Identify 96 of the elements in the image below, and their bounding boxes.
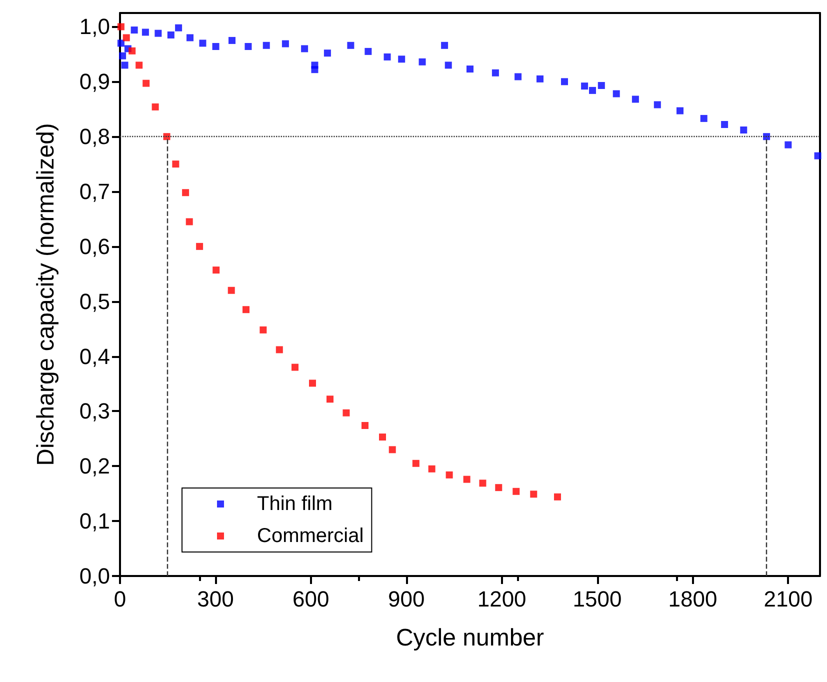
- y-tick-label: 0,6: [79, 234, 110, 259]
- y-tick-label: 0,7: [79, 179, 110, 204]
- point: [309, 380, 316, 387]
- point: [700, 114, 708, 122]
- point: [536, 75, 544, 82]
- point: [561, 78, 568, 86]
- point: [441, 42, 448, 49]
- point: [167, 31, 174, 38]
- legend-label: Commercial: [257, 525, 364, 547]
- point: [212, 266, 220, 274]
- point: [632, 96, 639, 103]
- point: [186, 34, 194, 42]
- point: [342, 409, 350, 416]
- point: [282, 40, 289, 48]
- point: [228, 36, 236, 44]
- point: [384, 53, 391, 60]
- point: [117, 40, 124, 47]
- x-tick-label: 0: [114, 586, 126, 612]
- x-axis-title: Cycle number: [396, 624, 544, 652]
- point: [362, 422, 368, 429]
- point: [119, 52, 126, 60]
- point: [721, 121, 728, 128]
- y-tick-label: 0,9: [79, 69, 110, 94]
- point: [814, 152, 822, 160]
- point: [172, 160, 180, 168]
- point: [242, 306, 250, 314]
- point: [196, 242, 204, 250]
- point: [598, 82, 605, 90]
- point: [128, 47, 136, 54]
- point: [260, 326, 267, 334]
- point: [276, 346, 283, 354]
- point: [412, 460, 420, 467]
- x-tick-label: 900: [388, 586, 425, 612]
- point: [186, 218, 193, 226]
- point: [121, 62, 128, 69]
- point: [292, 364, 298, 371]
- point: [514, 73, 522, 80]
- y-tick-label: 0,5: [79, 288, 110, 314]
- point: [512, 488, 520, 495]
- point: [379, 434, 386, 441]
- point: [784, 141, 792, 148]
- x-tick-label: 2100: [764, 586, 813, 612]
- point: [152, 103, 159, 110]
- point: [347, 42, 354, 49]
- point: [364, 48, 372, 55]
- point: [262, 42, 270, 49]
- x-tick-label: 300: [197, 586, 234, 612]
- point: [122, 34, 130, 42]
- point: [228, 286, 235, 294]
- point: [676, 107, 684, 114]
- point: [130, 26, 138, 34]
- point: [581, 82, 588, 90]
- point: [418, 58, 426, 66]
- point: [444, 62, 452, 69]
- point: [199, 40, 206, 47]
- legend-label: Thin film: [257, 493, 333, 515]
- y-axis-title: Discharge capacity (normalized): [32, 123, 60, 466]
- point: [142, 28, 149, 36]
- point: [492, 69, 499, 76]
- x-tick-label: 600: [292, 586, 330, 612]
- point: [175, 24, 182, 32]
- y-tick-label: 0,1: [79, 508, 110, 534]
- point: [212, 43, 220, 50]
- point: [117, 23, 124, 30]
- y-tick-label: 0,3: [79, 398, 110, 424]
- point: [554, 493, 561, 500]
- point: [154, 30, 162, 37]
- point: [740, 126, 748, 134]
- point: [388, 446, 396, 454]
- point: [398, 56, 406, 63]
- point: [495, 484, 502, 492]
- point: [654, 101, 661, 108]
- y-tick-label: 0,2: [79, 454, 110, 479]
- point: [244, 43, 252, 50]
- point: [428, 465, 436, 472]
- x-tick-label: 1800: [668, 586, 718, 612]
- point: [463, 476, 470, 483]
- point: [311, 66, 318, 74]
- y-tick-label: 0,0: [79, 564, 110, 588]
- point: [142, 80, 150, 87]
- point: [479, 480, 486, 487]
- point: [530, 490, 538, 498]
- point: [326, 396, 334, 403]
- y-tick-label: 1,0: [79, 14, 110, 40]
- point: [446, 471, 453, 478]
- point: [182, 189, 190, 196]
- x-tick-label: 1500: [572, 586, 622, 612]
- point: [136, 62, 143, 69]
- point: [612, 90, 620, 98]
- point: [301, 45, 308, 52]
- y-tick-label: 0,4: [79, 344, 110, 369]
- y-tick-label: 0,8: [79, 124, 110, 150]
- x-tick-label: 1200: [477, 586, 526, 612]
- point: [589, 86, 596, 94]
- point: [466, 66, 474, 73]
- point: [324, 50, 331, 57]
